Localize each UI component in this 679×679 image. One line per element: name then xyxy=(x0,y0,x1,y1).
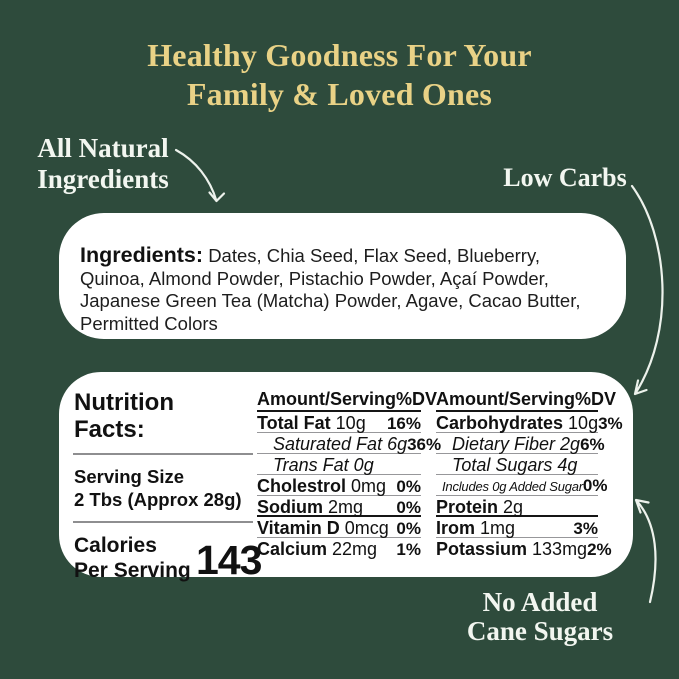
ingredients-text: Ingredients: Dates, Chia Seed, Flax Seed… xyxy=(80,243,581,334)
nutrition-column-left: Amount/Serving %DV Total Fat 10g 16% Satur… xyxy=(257,389,441,559)
nutrition-rows: Carbohydrates 10g 3% Dietary Fiber 2g 6% Tot… xyxy=(436,412,623,559)
nutrition-row: Irom 1mg 3% xyxy=(436,517,598,538)
nutrient-daily-value: 3% xyxy=(573,519,598,538)
nutrition-row: Protein 2g xyxy=(436,496,598,517)
nutrient-name: Irom 1mg xyxy=(436,518,516,538)
calories-block: Calories Per Serving 143 xyxy=(73,533,262,583)
calories-label: Calories Per Serving xyxy=(74,534,191,582)
nutrition-rows: Total Fat 10g 16% Saturated Fat 6g 36% Trans… xyxy=(257,412,441,559)
nutrient-name: Carbohydrates 10g xyxy=(436,413,599,433)
nutrition-row: Calcium 22mg 1% xyxy=(257,538,421,559)
nutrient-daily-value: 36% xyxy=(407,435,442,454)
callout-line: All Natural xyxy=(37,133,169,163)
nutrition-facts-panel: Nutrition Facts: Serving Size 2 Tbs (App… xyxy=(59,372,633,583)
ingredients-label: Ingredients: xyxy=(80,243,204,267)
callout-line: Cane Sugars xyxy=(466,616,614,646)
callout-line: Ingredients xyxy=(37,164,169,194)
nutrient-name: Protein 2g xyxy=(436,497,524,517)
divider xyxy=(73,453,253,455)
ingredients-card: Ingredients: Dates, Chia Seed, Flax Seed… xyxy=(59,213,626,339)
nutrition-row: Total Fat 10g 16% xyxy=(257,412,421,433)
page-title: Healthy Goodness For Your Family & Loved… xyxy=(0,36,679,114)
nutrition-row: Vitamin D 0mcg 0% xyxy=(257,517,421,538)
nutrient-daily-value: 6% xyxy=(580,435,605,454)
nutrient-name: Total Sugars 4g xyxy=(452,455,578,475)
nutrition-facts-title: Nutrition Facts: xyxy=(74,389,174,443)
nutrition-row: Includes 0g Added Sugar 0% xyxy=(436,475,608,496)
nutrition-column-right: Amount/Serving %DV Carbohydrates 10g 3% Di… xyxy=(436,389,623,559)
nutrient-daily-value: 0% xyxy=(396,519,421,538)
nutrition-row: Total Sugars 4g xyxy=(436,454,598,475)
nutrition-row: Cholestrol 0mg 0% xyxy=(257,475,421,496)
nutrient-daily-value: 0% xyxy=(582,476,608,495)
callout-no-added-cane-sugars: No Added Cane Sugars xyxy=(437,588,643,646)
nutrient-name: Saturated Fat 6g xyxy=(273,434,408,454)
calories-value: 143 xyxy=(196,537,262,583)
nutrient-name: Trans Fat 0g xyxy=(273,455,374,475)
nutrient-name: Potassium 133mg xyxy=(436,539,588,559)
nutrient-name: Cholestrol 0mg xyxy=(257,476,387,496)
nutrition-row: Trans Fat 0g xyxy=(257,454,421,475)
callout-all-natural-ingredients: All Natural Ingredients xyxy=(14,133,192,195)
arrow-no-added-sugar-icon xyxy=(634,498,657,604)
nutrient-daily-value: 3% xyxy=(598,414,623,433)
callout-low-carbs: Low Carbs xyxy=(503,163,627,192)
nutrient-daily-value: 1% xyxy=(396,540,421,559)
nutrient-name: Total Fat 10g xyxy=(257,413,366,433)
nutrition-row: Dietary Fiber 2g 6% xyxy=(436,433,605,454)
nutrient-daily-value: 16% xyxy=(386,414,421,433)
column-header: Amount/Serving %DV xyxy=(436,389,616,412)
column-header: Amount/Serving %DV xyxy=(257,389,437,412)
nutrient-name: Sodium 2mg xyxy=(257,497,364,517)
nutrient-name: Calcium 22mg xyxy=(257,539,378,559)
nutrient-name: Vitamin D 0mcg xyxy=(257,518,389,538)
divider xyxy=(73,521,253,523)
serving-size: Serving Size 2 Tbs (Approx 28g) xyxy=(74,466,242,510)
nutrition-row: Potassium 133mg 2% xyxy=(436,538,612,559)
title-line2: Family & Loved Ones xyxy=(186,76,493,112)
nutrition-row: Saturated Fat 6g 36% xyxy=(257,433,441,454)
nutrition-summary-column: Nutrition Facts: Serving Size 2 Tbs (App… xyxy=(73,389,262,583)
arrow-low-carbs-icon xyxy=(630,184,664,396)
title-line1: Healthy Goodness For Your xyxy=(147,37,532,73)
callout-line: No Added xyxy=(482,587,598,617)
nutrition-row: Sodium 2mg 0% xyxy=(257,496,421,517)
nutrient-daily-value: 0% xyxy=(396,498,421,517)
nutrient-name: Dietary Fiber 2g xyxy=(452,434,581,454)
nutrition-row: Carbohydrates 10g 3% xyxy=(436,412,623,433)
nutrient-name: Includes 0g Added Sugar xyxy=(442,479,583,494)
nutrient-daily-value: 0% xyxy=(396,477,421,496)
nutrient-daily-value: 2% xyxy=(587,540,612,559)
